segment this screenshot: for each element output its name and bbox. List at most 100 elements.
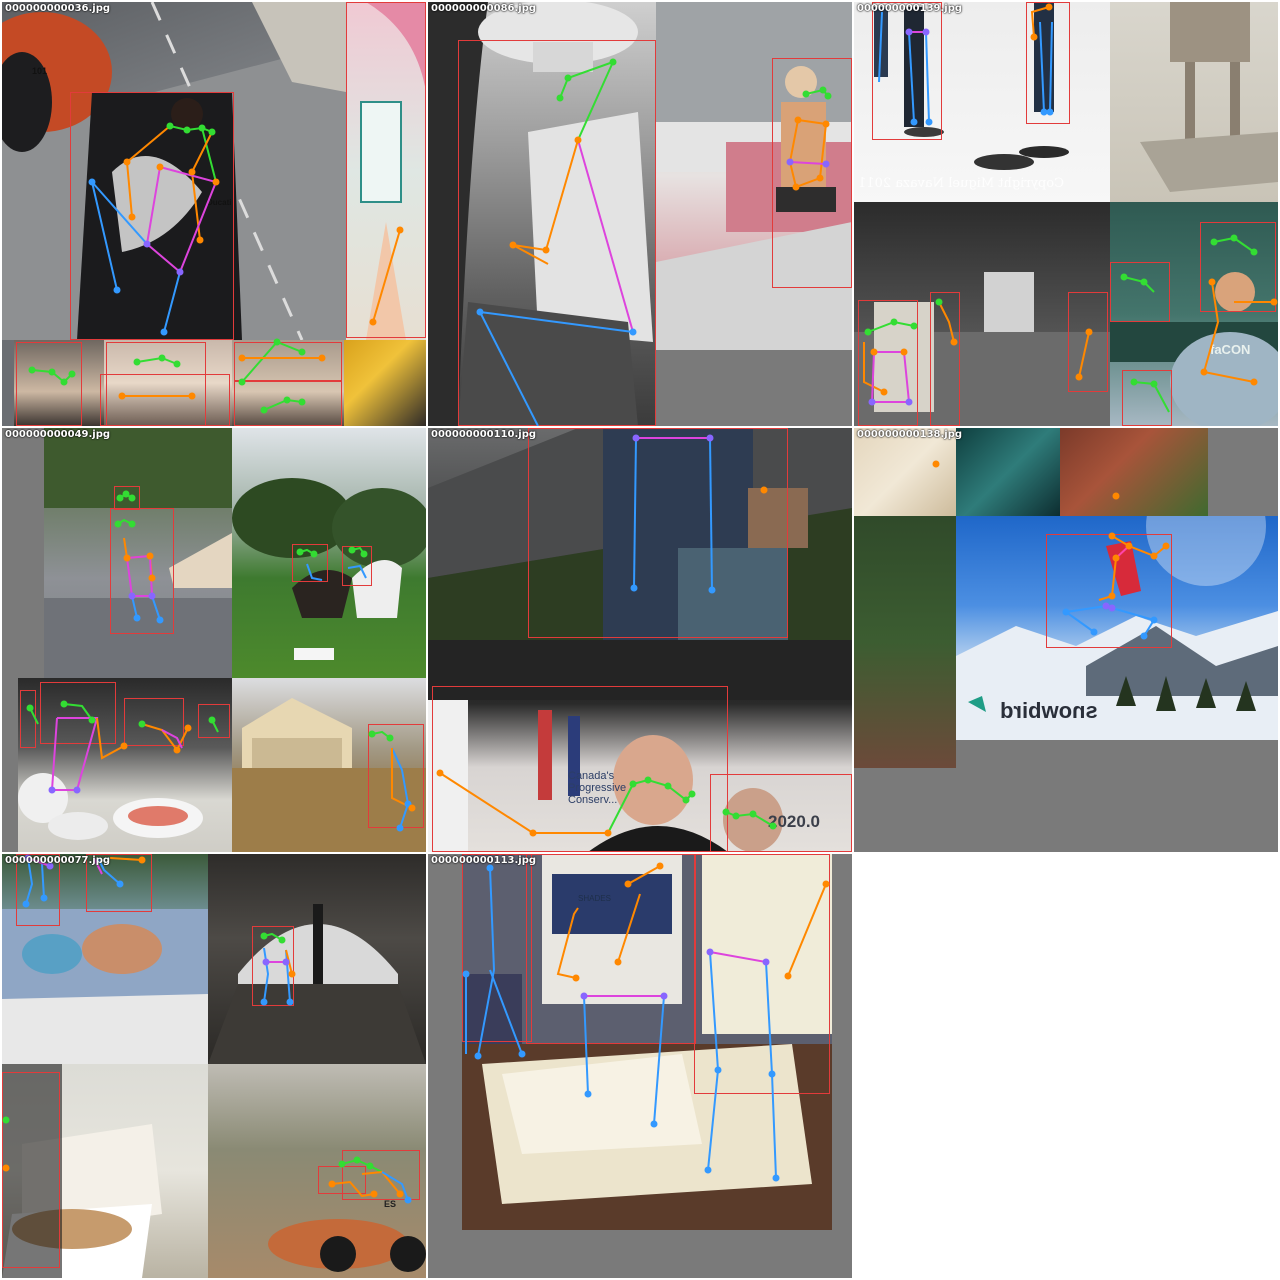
photo-beach-walkers (854, 2, 1110, 202)
bbox-diner-3 (124, 698, 184, 746)
progressive-sign-line3: Conserv... (568, 794, 618, 806)
bbox-station-walker (252, 926, 294, 1006)
photo-teal-surface (956, 428, 1060, 516)
bbox-crowd-1 (16, 342, 82, 426)
bbox-crowd-3 (100, 374, 230, 426)
tile-1-skeleton-svg (28, 122, 404, 414)
reeds-scene-svg (232, 698, 426, 852)
sidecar-scene-svg (268, 1219, 426, 1272)
photo-milking-man (428, 2, 656, 426)
bbox-beach-2 (1026, 2, 1070, 124)
bbox-racer (70, 92, 234, 340)
facon-sign: faCON (1210, 342, 1251, 357)
bbox-cyclist (368, 724, 424, 828)
photo-donut-box (2, 1064, 208, 1278)
tile-3-skeleton-svg (863, 3, 1278, 413)
bbox-scooter-girl-2 (114, 486, 140, 510)
bbox-tennis-1 (1110, 262, 1170, 322)
progressive-sign-line1: Canada's (568, 770, 615, 782)
bbox-cake-right (694, 854, 830, 1094)
photo-courtyard (854, 202, 1110, 426)
bbox-press-2 (710, 774, 852, 852)
photo-sidecar (208, 1064, 426, 1278)
mosaic-tile-1[interactable]: 101 Ducati (2, 2, 426, 426)
giraffe-scene-svg (1140, 2, 1278, 192)
mosaic-tile-8[interactable]: SHADES (428, 854, 852, 1278)
tile-4-skeleton-svg (26, 490, 416, 832)
tile-7-filename: 000000000077.jpg (5, 855, 111, 866)
photo-crowd-mid (104, 340, 232, 426)
mosaic-tile-4[interactable]: 000000000049.jpg (2, 428, 426, 852)
bbox-rider-1 (292, 544, 328, 582)
progressive-sign-line2: Progressive (568, 782, 627, 794)
photo-giraffe (1110, 2, 1278, 202)
donut-scene-svg (2, 1064, 162, 1278)
tile-5-filename: 000000000110.jpg (431, 429, 537, 440)
mosaic-tile-7[interactable]: ES (2, 854, 426, 1278)
ducati-text: Ducati (207, 198, 232, 207)
tile-2-filename: 000000000086.jpg (431, 3, 537, 14)
racer-number-text: 101 (32, 66, 48, 76)
tile-8-filename: 000000000113.jpg (431, 855, 537, 866)
bbox-court-2 (930, 292, 960, 426)
cake-scene-svg (462, 854, 832, 1230)
press-scene-svg (428, 640, 852, 852)
photo-ski-jump (956, 516, 1278, 740)
tile-5-skeleton-svg (436, 434, 777, 837)
dining-scene-svg (18, 773, 203, 840)
biker-plate-text: ES (384, 1199, 397, 1209)
photo-scooter-girl (44, 428, 232, 678)
photo-crowd-left (14, 340, 104, 426)
bbox-beach-1 (872, 2, 942, 140)
bbox-suitcase-man (528, 428, 788, 638)
umbrella-scene-svg (360, 2, 426, 340)
empty-mosaic-cell (854, 854, 1278, 1278)
tile-6-filename: 000000000138.jpg (857, 429, 963, 440)
bbox-rider-2 (342, 546, 372, 586)
photo-graffiti-skatepark (2, 854, 208, 1064)
photo-man-with-suitcase (428, 428, 852, 640)
tile-3-filename: 000000000139.jpg (857, 3, 963, 14)
tile-6-skeleton-svg (932, 460, 1170, 640)
bench-scene-svg (656, 2, 852, 350)
horse-scene-svg (232, 478, 426, 660)
photo-tennis-crowd (1110, 202, 1278, 426)
photo-umbrella-woman (346, 2, 426, 340)
banner-number-text: 2020.0 (768, 812, 820, 831)
ski-scene-svg (956, 516, 1278, 740)
bbox-crowd-4 (234, 342, 342, 382)
photo-forest (854, 516, 956, 768)
mosaic-tile-3[interactable]: Copyright Miguel Navaza 2011 faCON (854, 2, 1278, 426)
photo-press-conference (428, 640, 852, 852)
mosaic-tile-2[interactable]: 000000000086.jpg (428, 2, 852, 426)
racer-scene-svg (2, 2, 346, 340)
shirt-shades-text: SHADES (578, 894, 611, 903)
tile-2-skeleton-svg (476, 58, 832, 426)
bbox-tennis-3 (1122, 370, 1172, 426)
bbox-crowd-5 (234, 380, 342, 426)
mosaic-tile-5[interactable]: Canada's Progressive Conserv... 2020.0 0… (428, 428, 852, 852)
photo-horse-show (232, 428, 426, 678)
photo-motorcycle-racer (2, 2, 346, 340)
tile-1-filename: 000000000036.jpg (5, 3, 111, 14)
graffiti-scene-svg (2, 909, 208, 1064)
bbox-sidecar-2 (342, 1150, 420, 1200)
photo-yellow-jacket (344, 340, 426, 426)
bbox-skater-2 (86, 854, 152, 912)
bbox-tennis-2 (1200, 222, 1276, 312)
photo-dining-table (18, 678, 232, 852)
mosaic-tile-6[interactable]: snowbird 000000000138.jpg (854, 428, 1278, 852)
bbox-cake-left (462, 854, 532, 1042)
bbox-diner-4 (198, 704, 230, 738)
scooter-scene-svg (44, 428, 232, 678)
bbox-cake-mid (526, 854, 696, 1044)
bbox-diner-2 (40, 682, 116, 744)
beach-scene-svg (874, 2, 1069, 170)
photo-leaves (1060, 428, 1208, 516)
photo-crowd-right (232, 340, 344, 426)
bbox-skater-1 (16, 854, 60, 926)
tile-7-skeleton-svg (2, 854, 412, 1204)
bbox-press-1 (432, 686, 728, 852)
bbox-court-1 (858, 300, 918, 426)
bbox-court-3 (1068, 292, 1108, 392)
